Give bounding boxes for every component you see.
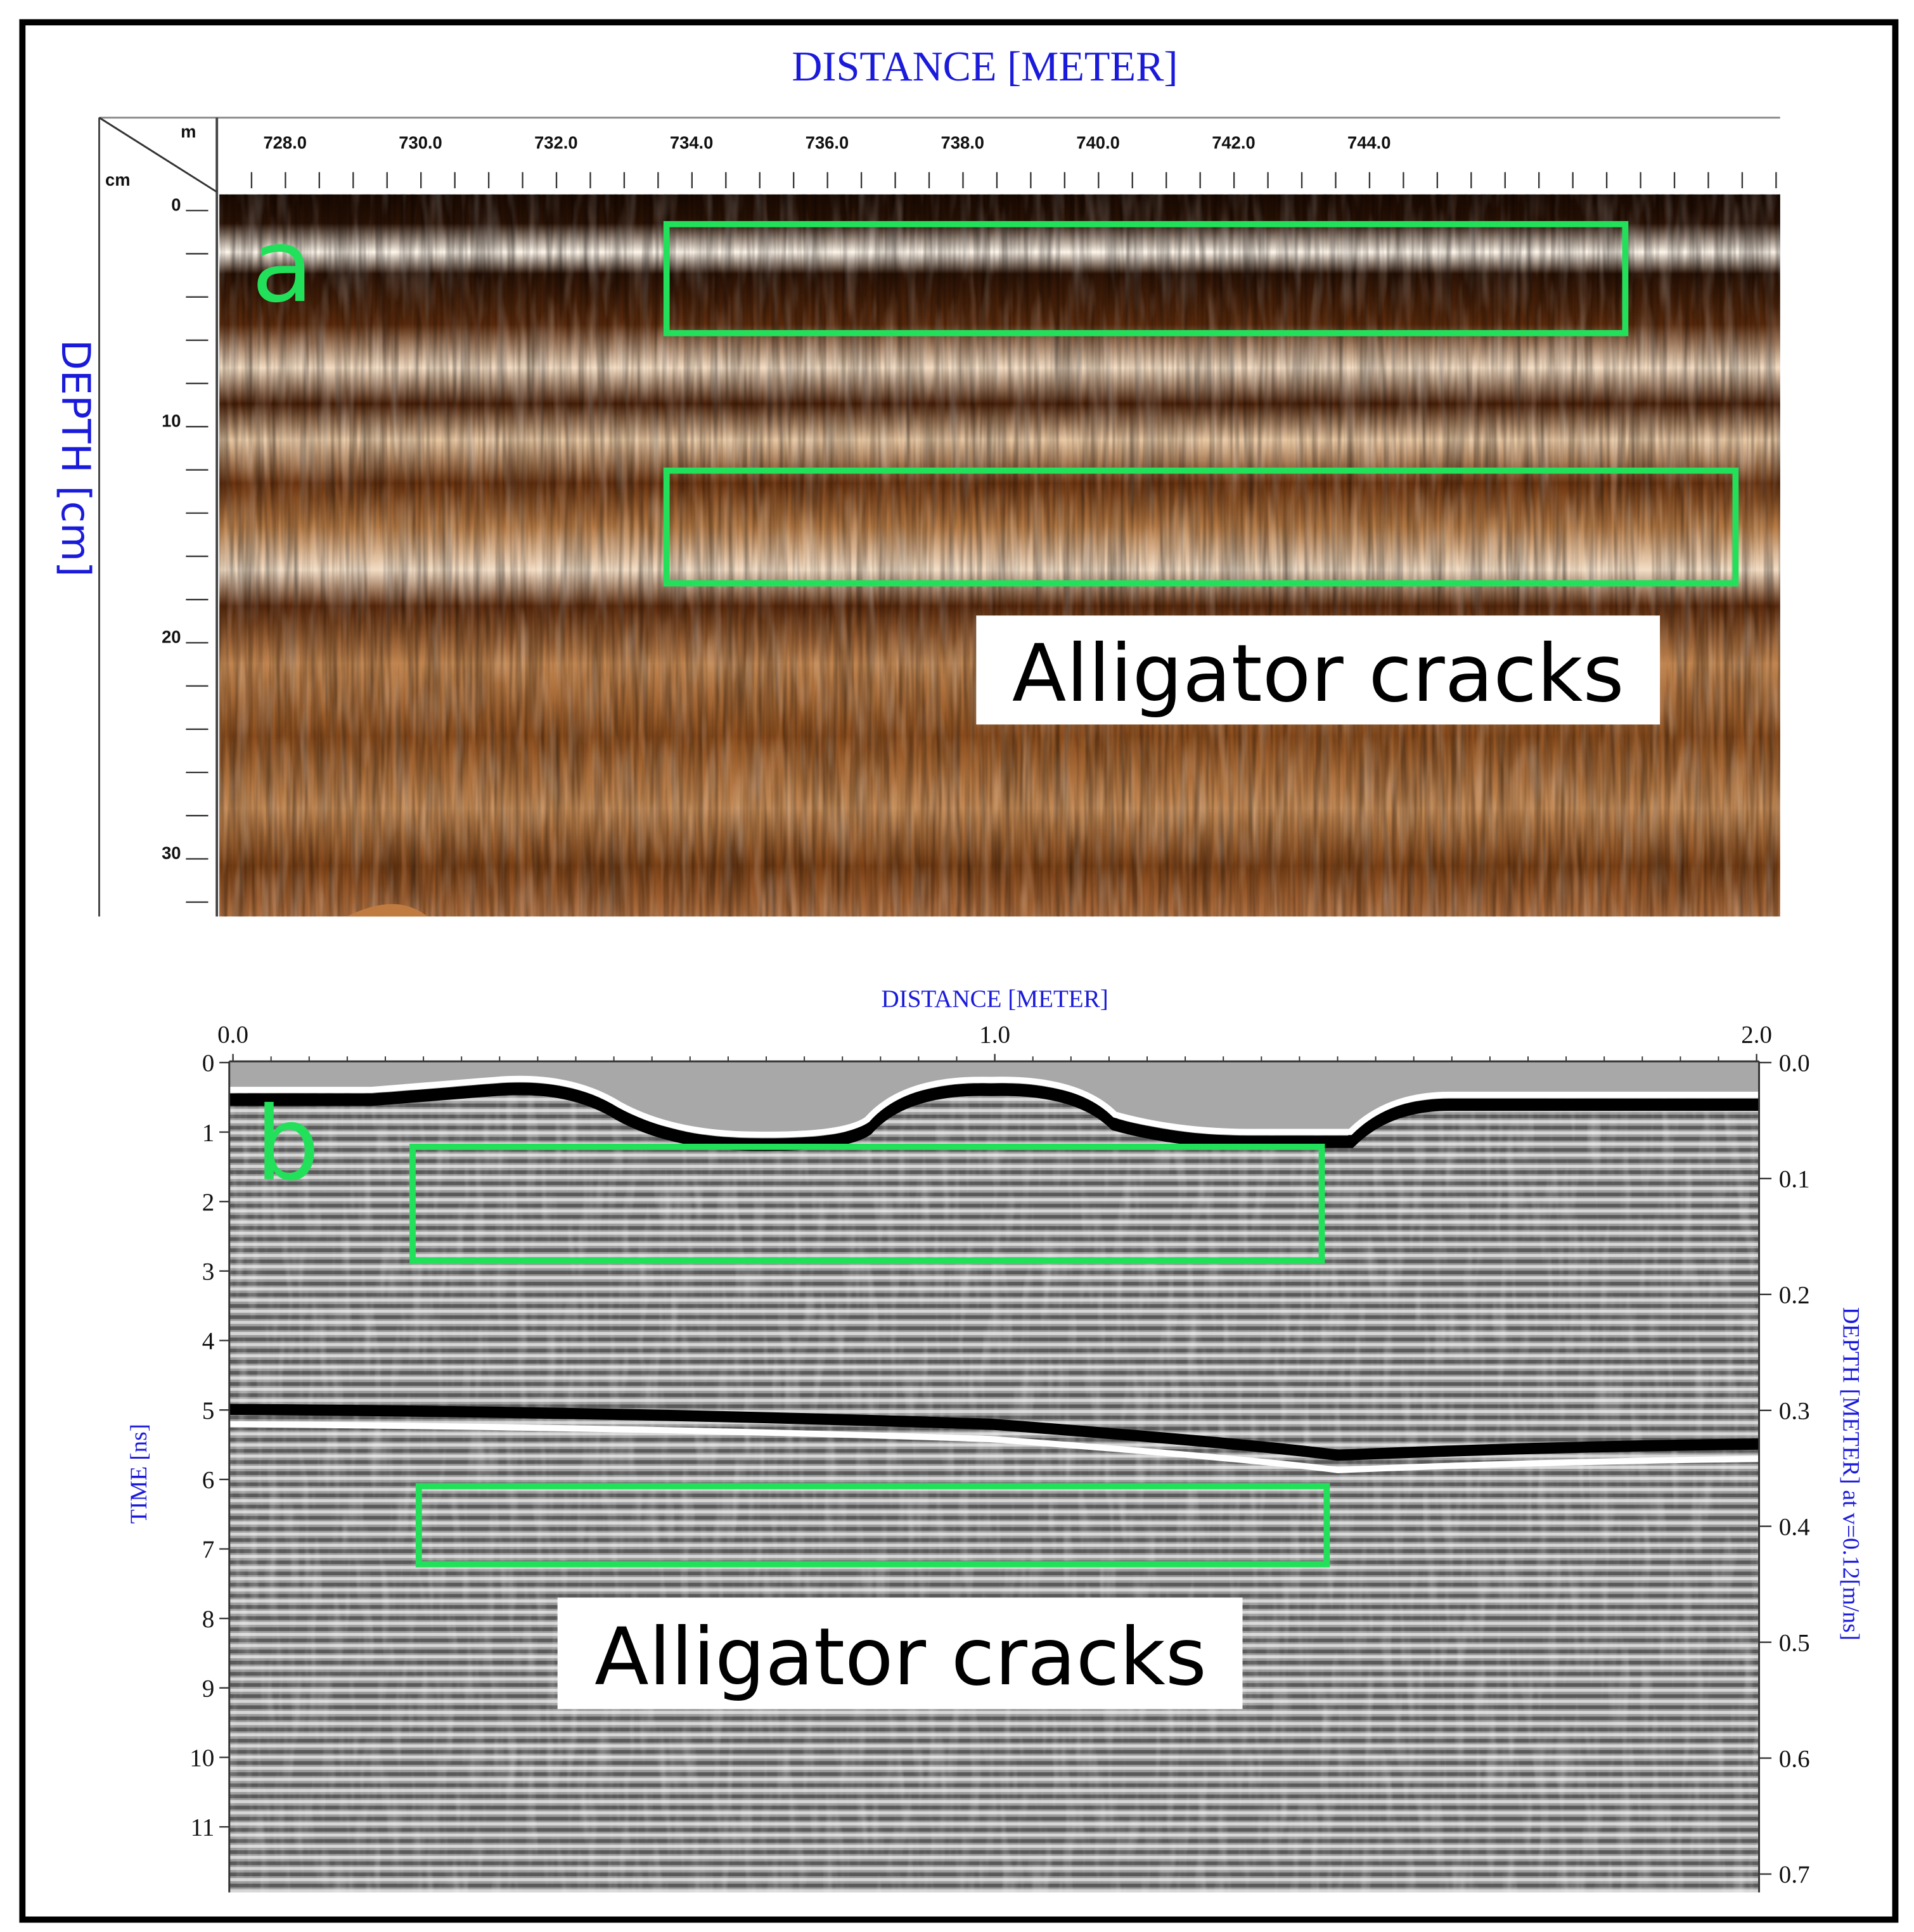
panel-b-title: DISTANCE [METER] [881,985,1108,1013]
x-tick-label: 2.0 [1741,1021,1772,1049]
artifact [347,904,428,917]
radargram-b-texture [229,1061,1759,1893]
y-unit: cm [105,170,131,189]
highlight-box [663,467,1739,587]
y2-tick-label: 0.3 [1779,1397,1810,1424]
y-tick-label: 8 [202,1606,215,1633]
panel-b: DISTANCE [METER] TIME [ns] DEPTH [METER]… [126,985,1863,1893]
y-tick-label: 0 [171,195,181,214]
y-tick-label: 9 [202,1675,215,1702]
x-tick-label: 738.0 [941,133,984,153]
x-tick-label: 734.0 [670,133,713,153]
y2-tick-label: 0.2 [1779,1282,1810,1309]
highlight-box [409,1143,1325,1264]
x-tick-label: 732.0 [534,133,577,153]
y-tick-label: 11 [191,1814,215,1841]
y-tick-label: 7 [202,1536,215,1563]
x-tick-label: 1.0 [979,1021,1010,1049]
annotation-box [976,615,1660,725]
y-tick-label: 30 [162,843,181,862]
panel-b-y2-title: DEPTH [METER] at v=0.12[m/ns] [1837,1307,1863,1641]
highlight-box [415,1483,1330,1568]
highlight-box [663,221,1629,336]
y-tick-label: 10 [162,411,181,430]
y2-tick-label: 0.6 [1779,1745,1810,1772]
y2-tick-label: 0.0 [1779,1050,1810,1077]
y-tick-label: 1 [202,1119,215,1146]
panel-a: DISTANCE [METER] m cm DEPTH [cm] a Allig… [53,44,1780,917]
surface-reflection-white [229,1075,1759,1138]
y-tick-label: 20 [162,627,181,646]
annotation-box [557,1597,1243,1710]
air-region [229,1061,1759,1137]
layer-reflection [229,1404,1759,1461]
x-tick-label: 0.0 [217,1021,248,1049]
y-tick-label: 2 [202,1189,215,1216]
x-unit: m [181,122,196,141]
corner-diagonal [98,117,217,193]
x-tick-label: 742.0 [1212,133,1255,153]
panel-a-y-title: DEPTH [cm] [53,340,99,577]
x-tick-label: 744.0 [1347,133,1391,153]
x-tick-label: 728.0 [263,133,306,153]
y-tick-label: 4 [202,1327,215,1355]
y2-tick-label: 0.1 [1779,1166,1810,1193]
panel-label: b [255,1085,320,1203]
y2-tick-label: 0.4 [1779,1513,1810,1540]
x-tick-label: 730.0 [399,133,442,153]
y2-tick-label: 0.5 [1779,1629,1810,1656]
layer-reflection-white [229,1421,1759,1473]
y-tick-label: 5 [202,1397,215,1424]
annotation: Alligator cracks [1012,628,1624,720]
y-tick-label: 10 [189,1744,214,1772]
panel-label: a [252,207,314,325]
y-tick-label: 6 [202,1467,215,1494]
annotation: Alligator cracks [594,1611,1207,1703]
y-tick-label: 3 [202,1258,215,1286]
radargram-a-texture [219,194,1780,917]
y2-tick-label: 0.7 [1779,1861,1810,1888]
panel-a-title: DISTANCE [METER] [792,44,1178,90]
x-tick-label: 736.0 [806,133,849,153]
y-tick-label: 0 [202,1050,215,1077]
panel-b-y-title: TIME [ns] [126,1424,152,1524]
x-tick-label: 740.0 [1076,133,1119,153]
surface-reflection [229,1082,1759,1151]
